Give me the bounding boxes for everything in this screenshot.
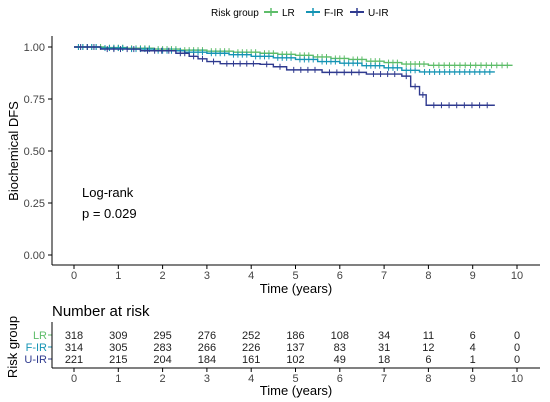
y-tick-label: 0.50 xyxy=(24,146,45,158)
legend-item-u-ir: U-IR xyxy=(350,8,389,19)
risk-table-title: Number at risk xyxy=(52,303,150,320)
x-tick-label: 1 xyxy=(115,373,121,385)
x-tick-label: 7 xyxy=(381,270,387,282)
x-tick-label: 9 xyxy=(470,270,476,282)
risk-count: 252 xyxy=(242,330,260,342)
curve-line-u-ir xyxy=(74,46,495,106)
risk-count: 305 xyxy=(109,342,127,354)
x-tick-label: 4 xyxy=(248,373,254,385)
risk-count: 276 xyxy=(198,330,216,342)
risk-row-label: F-IR xyxy=(26,342,47,354)
risk-count: 221 xyxy=(65,354,83,366)
x-tick-label: 5 xyxy=(292,270,298,282)
risk-count: 295 xyxy=(153,330,171,342)
risk-count: 314 xyxy=(65,342,83,354)
survival-curves xyxy=(74,44,513,109)
y-axis-ticks: 0.00 0.25 0.50 0.75 1.00 xyxy=(24,42,52,262)
legend-label-u-ir: U-IR xyxy=(368,8,389,19)
risk-table-ylabel: Risk group xyxy=(5,316,20,378)
x-tick-label: 7 xyxy=(381,373,387,385)
x-tick-label: 10 xyxy=(511,373,523,385)
risk-count: 102 xyxy=(286,354,304,366)
risk-count: 1 xyxy=(470,354,476,366)
risk-count: 318 xyxy=(65,330,83,342)
risk-count: 184 xyxy=(198,354,216,366)
risk-count: 6 xyxy=(425,354,431,366)
risk-count: 4 xyxy=(470,342,476,354)
risk-count: 83 xyxy=(334,342,346,354)
risk-count: 215 xyxy=(109,354,127,366)
risk-rows: LR 318 309 295 276 252 186 108 34 11 6 0F-IR 314 305 2… xyxy=(24,330,520,366)
x-tick-label: 4 xyxy=(248,270,254,282)
risk-count: 108 xyxy=(331,330,349,342)
curve-line-f-ir xyxy=(74,46,495,73)
risk-x-axis-ticks: 0 1 2 3 4 5 6 7 8 9 10 xyxy=(71,368,523,385)
y-tick-label: 1.00 xyxy=(24,42,45,54)
legend-label-f-ir: F-IR xyxy=(324,8,343,19)
x-tick-label: 6 xyxy=(337,270,343,282)
risk-count: 204 xyxy=(153,354,171,366)
risk-table: Number at risk Risk group LR 318 309 295 276… xyxy=(5,303,540,398)
risk-count: 226 xyxy=(242,342,260,354)
x-tick-label: 0 xyxy=(71,270,77,282)
risk-row-label: U-IR xyxy=(24,354,47,366)
risk-count: 12 xyxy=(422,342,434,354)
x-tick-label: 2 xyxy=(160,373,166,385)
legend-item-f-ir: F-IR xyxy=(306,8,343,19)
risk-count: 49 xyxy=(334,354,346,366)
risk-count: 266 xyxy=(198,342,216,354)
x-tick-label: 3 xyxy=(204,270,210,282)
risk-row-f-ir: F-IR 314 305 283 266 226 137 83 31 12 4 0 xyxy=(26,342,520,354)
risk-row-label: LR xyxy=(33,330,47,342)
y-tick-label: 0.25 xyxy=(24,198,45,210)
risk-count: 31 xyxy=(378,342,390,354)
legend-item-lr: LR xyxy=(264,8,295,19)
y-axis-title: Biochemical DFS xyxy=(6,101,21,201)
risk-count: 309 xyxy=(109,330,127,342)
risk-count: 0 xyxy=(514,330,520,342)
x-tick-label: 9 xyxy=(470,373,476,385)
risk-count: 137 xyxy=(286,342,304,354)
y-tick-label: 0.75 xyxy=(24,94,45,106)
risk-count: 186 xyxy=(286,330,304,342)
x-tick-label: 10 xyxy=(511,270,523,282)
risk-count: 283 xyxy=(153,342,171,354)
x-tick-label: 5 xyxy=(292,373,298,385)
risk-row-lr: LR 318 309 295 276 252 186 108 34 11 6 0 xyxy=(33,330,520,342)
legend-title: Risk group xyxy=(211,8,259,19)
risk-count: 0 xyxy=(514,354,520,366)
logrank-label: Log-rank xyxy=(82,185,134,200)
x-tick-label: 8 xyxy=(425,270,431,282)
risk-count: 161 xyxy=(242,354,260,366)
risk-count: 18 xyxy=(378,354,390,366)
x-axis-title: Time (years) xyxy=(260,281,332,296)
x-tick-label: 0 xyxy=(71,373,77,385)
curve-lr xyxy=(74,44,513,69)
risk-count: 6 xyxy=(470,330,476,342)
x-tick-label: 3 xyxy=(204,373,210,385)
x-tick-label: 1 xyxy=(115,270,121,282)
legend-label-lr: LR xyxy=(282,8,295,19)
x-axis-ticks: 0 1 2 3 4 5 6 7 8 9 10 xyxy=(71,265,523,282)
risk-row-u-ir: U-IR 221 215 204 184 161 102 49 18 6 1 0 xyxy=(24,354,520,366)
curve-u-ir xyxy=(74,44,495,109)
risk-count: 0 xyxy=(514,342,520,354)
y-tick-label: 0.00 xyxy=(24,250,45,262)
risk-x-axis-title: Time (years) xyxy=(260,383,332,398)
risk-count: 34 xyxy=(378,330,390,342)
legend-items: LR F-IR U-IR xyxy=(264,8,389,19)
x-tick-label: 8 xyxy=(425,373,431,385)
x-tick-label: 6 xyxy=(337,373,343,385)
survival-plot: 0.00 0.25 0.50 0.75 1.00 0 1 2 3 4 5 6 7 8 9 10 Bioche… xyxy=(6,36,540,296)
risk-count: 11 xyxy=(423,330,434,342)
pvalue-label: p = 0.029 xyxy=(82,206,137,221)
x-tick-label: 2 xyxy=(160,270,166,282)
legend: Risk group LR F-IR U-IR xyxy=(211,8,389,19)
